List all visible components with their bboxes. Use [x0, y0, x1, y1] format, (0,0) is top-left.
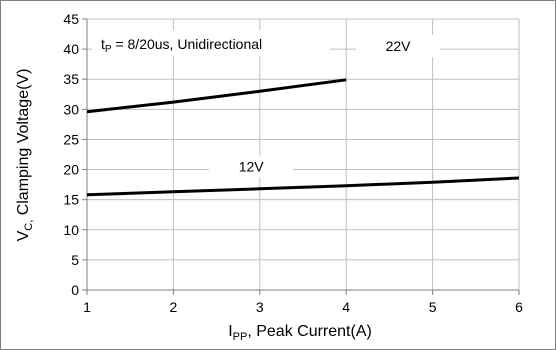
series-labels: 22V 12V — [209, 35, 441, 178]
y-tick-labels: 0 5 10 15 20 25 30 35 40 45 — [63, 11, 79, 298]
y-tick-45: 45 — [63, 11, 79, 27]
series-label-background-1 — [209, 155, 294, 178]
x-tick-3: 3 — [256, 299, 264, 315]
x-axis-label: IPP, Peak Current(A) — [228, 323, 372, 343]
y-tick-5: 5 — [71, 252, 79, 268]
y-axis-label: VC, Clamping Voltage(V) — [15, 69, 35, 242]
y-tick-40: 40 — [63, 41, 79, 57]
x-tick-5: 5 — [429, 299, 437, 315]
y-tick-10: 10 — [63, 222, 79, 238]
x-tick-1: 1 — [83, 299, 91, 315]
x-tick-4: 4 — [342, 299, 350, 315]
series-label-12v: 12V — [239, 159, 265, 175]
y-tick-0: 0 — [71, 282, 79, 298]
x-tick-labels: 1 2 3 4 5 6 — [83, 299, 523, 315]
axes — [82, 18, 520, 295]
series-lines — [86, 78, 520, 197]
series-line-22v — [86, 78, 347, 114]
y-tick-15: 15 — [63, 192, 79, 208]
x-tick-2: 2 — [170, 299, 178, 315]
series-label-22v: 22V — [386, 38, 412, 54]
x-tick-6: 6 — [515, 299, 523, 315]
annotation-background — [92, 30, 330, 56]
annotation-test-conditions: tP = 8/20us, Unidirectional — [101, 36, 262, 55]
y-tick-25: 25 — [63, 131, 79, 147]
series-line-12v — [86, 176, 520, 197]
y-tick-30: 30 — [63, 101, 79, 117]
y-tick-35: 35 — [63, 71, 79, 87]
y-tick-20: 20 — [63, 162, 79, 178]
series-label-background-0 — [356, 35, 441, 58]
gridlines — [87, 18, 520, 290]
